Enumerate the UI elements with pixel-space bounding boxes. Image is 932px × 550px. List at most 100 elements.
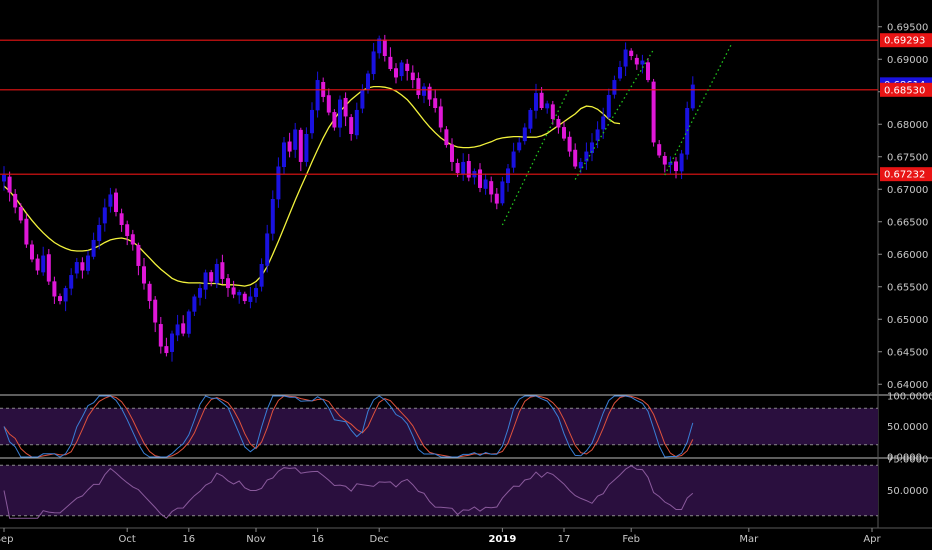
candle-body xyxy=(685,108,690,155)
time-tick-label: 16 xyxy=(311,534,324,545)
candle-body xyxy=(399,62,404,77)
candle-body xyxy=(220,262,225,279)
candle-body xyxy=(651,81,656,143)
price-tick-label: 0.69500 xyxy=(887,22,928,33)
candle-body xyxy=(80,262,85,271)
candle-body xyxy=(293,129,298,150)
time-tick-label: Oct xyxy=(119,534,136,545)
candle-body xyxy=(259,264,264,287)
time-tick-label: 17 xyxy=(558,534,571,545)
candle-body xyxy=(164,346,169,354)
channel-line xyxy=(574,49,655,180)
price-tag-box xyxy=(880,33,932,48)
candle-body xyxy=(590,142,594,154)
candle-body xyxy=(522,127,527,142)
price-tick-label: 0.64000 xyxy=(887,380,928,391)
candle-body xyxy=(539,92,544,108)
candle-body xyxy=(338,99,342,128)
candle-body xyxy=(2,174,6,182)
candle-body xyxy=(326,95,331,113)
stoch-band xyxy=(0,408,878,445)
candle-body xyxy=(41,255,46,273)
indicator-tick-label: 0.0000 xyxy=(887,453,922,464)
price-tag-label: 0.69293 xyxy=(884,36,925,47)
candle-body xyxy=(545,103,550,109)
candle-body xyxy=(119,213,124,225)
candle-body xyxy=(433,98,438,108)
candle-body xyxy=(422,86,426,96)
candle-body xyxy=(332,112,337,128)
candle-body xyxy=(444,129,449,146)
candle-body xyxy=(24,218,29,245)
candle-body xyxy=(612,80,617,95)
candle-body xyxy=(35,258,40,271)
candle-body xyxy=(478,169,482,188)
candle-body xyxy=(209,272,214,282)
candle-body xyxy=(573,149,578,167)
indicator-tick-label: 75.0000 xyxy=(887,455,928,466)
candle-body xyxy=(114,192,118,212)
candle-body xyxy=(517,142,522,151)
candle-body xyxy=(298,129,303,162)
price-tag-box xyxy=(880,167,932,182)
candle-body xyxy=(282,142,286,168)
candle-body xyxy=(30,244,34,260)
candle-body xyxy=(91,239,96,257)
candle-body xyxy=(86,255,90,271)
price-tag-label: 0.68530 xyxy=(884,85,925,96)
candle-body xyxy=(265,233,270,266)
channel-line xyxy=(501,87,571,226)
rsi-line xyxy=(3,465,694,519)
candle-body xyxy=(198,288,202,298)
candle-body xyxy=(170,333,174,352)
candle-body xyxy=(405,63,410,71)
time-tick-label: Sep xyxy=(0,534,13,545)
price-tag-box xyxy=(880,82,932,97)
candle-body xyxy=(578,161,583,169)
candle-body xyxy=(63,288,68,302)
candle-body xyxy=(315,80,320,111)
candle-body xyxy=(500,181,505,204)
candle-body xyxy=(186,311,191,334)
time-tick-label: 16 xyxy=(182,534,195,545)
candle-body xyxy=(595,129,600,141)
candle-body xyxy=(606,95,611,118)
candle-body xyxy=(97,225,102,242)
candle-body xyxy=(18,206,23,221)
candle-body xyxy=(287,141,292,152)
candle-body xyxy=(584,151,589,162)
candle-body xyxy=(489,181,494,195)
candle-body xyxy=(366,73,370,90)
time-tick-label: Dec xyxy=(370,534,389,545)
stoch-d-line xyxy=(3,395,694,458)
candle-body xyxy=(192,296,197,312)
time-tick-label: 2019 xyxy=(488,534,516,545)
candle-body xyxy=(668,161,673,165)
candle-body xyxy=(102,207,107,224)
candle-body xyxy=(46,254,51,282)
candle-body xyxy=(13,193,18,208)
candle-body xyxy=(623,49,628,67)
time-tick-label: Mar xyxy=(739,534,759,545)
candle-body xyxy=(343,97,348,117)
candle-body xyxy=(158,324,163,347)
candle-body xyxy=(181,323,186,334)
candle-body xyxy=(214,264,219,284)
trend-lines[interactable] xyxy=(0,39,878,226)
candle-body xyxy=(634,57,639,65)
candle-body xyxy=(270,199,275,234)
candle-body xyxy=(662,155,667,165)
candle-body xyxy=(125,224,130,237)
candle-body xyxy=(242,293,247,302)
price-tick-label: 0.66000 xyxy=(887,250,928,261)
candle-body xyxy=(410,72,415,81)
candle-body xyxy=(237,291,242,296)
candle-body xyxy=(276,166,281,200)
candle-body xyxy=(147,283,152,302)
candle-body xyxy=(657,144,662,156)
indicator-tick-label: 100.0000 xyxy=(887,392,932,403)
candle-body xyxy=(360,90,365,109)
candle-body xyxy=(248,296,253,303)
candle-body xyxy=(534,93,538,111)
